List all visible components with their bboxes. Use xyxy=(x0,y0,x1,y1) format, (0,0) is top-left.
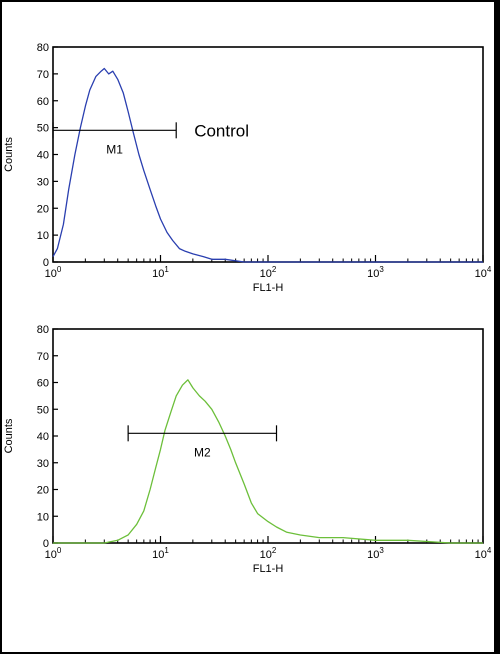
y-tick-label: 40 xyxy=(37,150,49,162)
marker-label: M2 xyxy=(194,445,211,459)
y-tick-label: 80 xyxy=(37,42,49,54)
x-tick-label: 101 xyxy=(152,265,169,280)
y-tick-label: 20 xyxy=(37,485,49,497)
y-tick-label: 50 xyxy=(37,123,49,135)
y-tick-label: 0 xyxy=(43,257,49,269)
y-tick-label: 30 xyxy=(37,176,49,188)
y-tick-label: 80 xyxy=(37,324,49,336)
x-tick-label: 102 xyxy=(260,265,277,280)
x-tick-label: 103 xyxy=(367,265,384,280)
y-tick-label: 70 xyxy=(37,69,49,81)
x-tick-label: 101 xyxy=(152,546,169,561)
y-axis-label: Counts xyxy=(3,137,15,172)
y-tick-label: 50 xyxy=(37,404,49,416)
histogram-panel-sample: 0 10 20 30 40 50 60 70 80 100 101 102 103 104 FL1-H Cou… xyxy=(3,324,492,575)
histogram-panel-control: 0 10 20 30 40 50 60 70 80 100 101 102 103 104 FL1-H Cou… xyxy=(3,42,492,294)
x-tick-label: 100 xyxy=(45,265,62,280)
y-tick-label: 70 xyxy=(37,351,49,363)
x-tick-label: 103 xyxy=(367,546,384,561)
x-tick-label: 104 xyxy=(475,546,492,561)
outer-border-shadow xyxy=(494,2,498,652)
marker-label: M1 xyxy=(106,142,123,156)
x-tick-label: 100 xyxy=(45,546,62,561)
x-axis-label: FL1-H xyxy=(253,563,284,575)
y-tick-label: 40 xyxy=(37,431,49,443)
histogram-line xyxy=(52,67,483,263)
y-tick-label: 10 xyxy=(37,230,49,242)
x-axis-label: FL1-H xyxy=(253,282,284,294)
y-tick-label: 0 xyxy=(43,538,49,550)
histogram-line xyxy=(53,379,483,544)
annotation-label: Control xyxy=(194,121,249,140)
x-tick-label: 104 xyxy=(475,265,492,280)
y-tick-label: 10 xyxy=(37,511,49,523)
y-tick-label: 20 xyxy=(37,203,49,215)
y-tick-label: 30 xyxy=(37,458,49,470)
y-axis-label: Counts xyxy=(3,418,15,453)
x-tick-label: 102 xyxy=(260,546,277,561)
y-tick-label: 60 xyxy=(37,96,49,108)
y-tick-label: 60 xyxy=(37,378,49,390)
